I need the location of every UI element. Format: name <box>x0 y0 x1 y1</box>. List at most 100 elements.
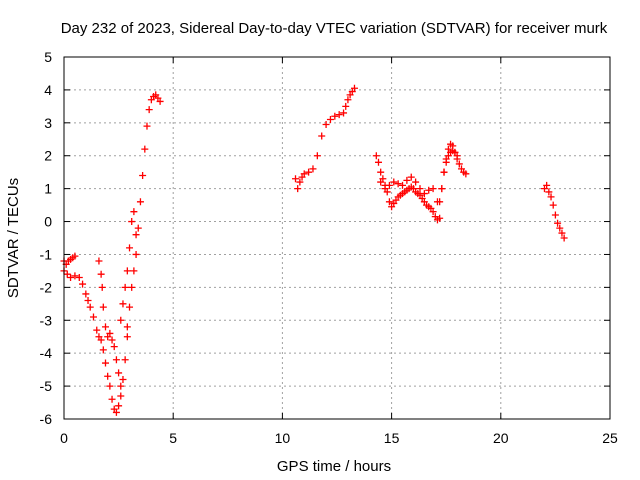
x-tick-label: 10 <box>275 430 291 446</box>
data-point <box>130 267 138 275</box>
data-point <box>117 382 125 390</box>
data-point <box>106 329 114 337</box>
data-point <box>374 158 382 166</box>
data-point <box>145 106 153 114</box>
data-point <box>412 178 420 186</box>
x-tick-labels: 0 5 10 15 20 25 <box>60 430 618 446</box>
data-point <box>335 111 343 119</box>
axis-ticks <box>63 56 611 420</box>
data-point <box>108 336 116 344</box>
data-point <box>119 376 127 384</box>
data-point <box>462 170 470 178</box>
data-point <box>313 152 321 160</box>
data-point <box>93 326 101 334</box>
data-point <box>560 234 568 242</box>
data-point <box>292 175 300 183</box>
data-point <box>554 219 562 227</box>
data-point <box>390 178 398 186</box>
data-point <box>543 181 551 189</box>
y-tick-label: 3 <box>44 115 52 131</box>
data-point <box>128 283 136 291</box>
data-point <box>139 171 147 179</box>
x-tick-label: 25 <box>602 430 618 446</box>
data-point <box>112 408 120 416</box>
data-point <box>425 186 433 194</box>
data-point <box>143 122 151 130</box>
data-point <box>322 120 330 128</box>
y-tick-label: -5 <box>40 378 53 394</box>
data-point <box>71 272 79 280</box>
data-point <box>331 112 339 120</box>
data-point <box>440 168 448 176</box>
x-tick-label: 20 <box>493 430 509 446</box>
data-point <box>436 198 444 206</box>
y-axis-title: SDTVAR / TECUs <box>5 178 22 298</box>
data-point <box>549 201 557 209</box>
data-point <box>545 188 553 196</box>
y-tick-label: 0 <box>44 214 52 230</box>
data-point <box>407 173 415 181</box>
data-point <box>97 270 105 278</box>
data-point <box>136 198 144 206</box>
x-tick-label: 0 <box>60 430 68 446</box>
data-point <box>156 97 164 105</box>
data-point <box>377 178 385 186</box>
data-point <box>99 303 107 311</box>
data-point <box>326 116 334 124</box>
y-tick-label: 1 <box>44 181 52 197</box>
data-point <box>86 303 94 311</box>
data-point <box>82 290 90 298</box>
plot-frame <box>63 56 611 420</box>
data-point <box>403 176 411 184</box>
data-point <box>547 193 555 201</box>
data-point <box>551 211 559 219</box>
data-point <box>429 208 437 216</box>
data-point <box>123 267 131 275</box>
data-point <box>101 359 109 367</box>
data-point <box>98 283 106 291</box>
data-point <box>438 185 446 193</box>
data-point <box>117 316 125 324</box>
data-point <box>101 323 109 331</box>
data-point <box>63 270 71 278</box>
y-tick-label: -2 <box>40 279 53 295</box>
data-point <box>377 168 385 176</box>
data-point <box>394 180 402 188</box>
data-point <box>453 152 461 160</box>
data-point <box>350 84 358 92</box>
y-tick-label: 2 <box>44 148 52 164</box>
y-tick-label: 5 <box>44 49 52 65</box>
data-point <box>134 224 142 232</box>
data-point <box>115 402 123 410</box>
chart-title: Day 232 of 2023, Sidereal Day-to-day VTE… <box>61 20 608 37</box>
data-point <box>123 323 131 331</box>
data-point <box>556 224 564 232</box>
data-point <box>112 356 120 364</box>
data-point <box>121 356 129 364</box>
data-point <box>121 283 129 291</box>
data-point <box>318 132 326 140</box>
y-tick-label: -3 <box>40 312 53 328</box>
data-point <box>79 280 87 288</box>
data-point <box>300 170 308 178</box>
data-point <box>115 369 123 377</box>
data-point <box>126 244 134 252</box>
data-point <box>436 214 444 222</box>
data-point <box>67 273 75 281</box>
data-point <box>420 190 428 198</box>
data-point <box>344 96 352 104</box>
data-point <box>132 231 140 239</box>
data-point <box>385 198 393 206</box>
data-point <box>141 145 149 153</box>
x-axis-title: GPS time / hours <box>277 458 391 475</box>
data-point <box>416 185 424 193</box>
data-point <box>342 102 350 110</box>
data-point <box>385 181 393 189</box>
y-tick-label: -1 <box>40 246 53 262</box>
data-point <box>84 297 92 305</box>
data-point <box>294 185 302 193</box>
y-tick-label: 4 <box>44 82 52 98</box>
data-point <box>99 346 107 354</box>
data-point <box>97 336 105 344</box>
data-point <box>117 392 125 400</box>
